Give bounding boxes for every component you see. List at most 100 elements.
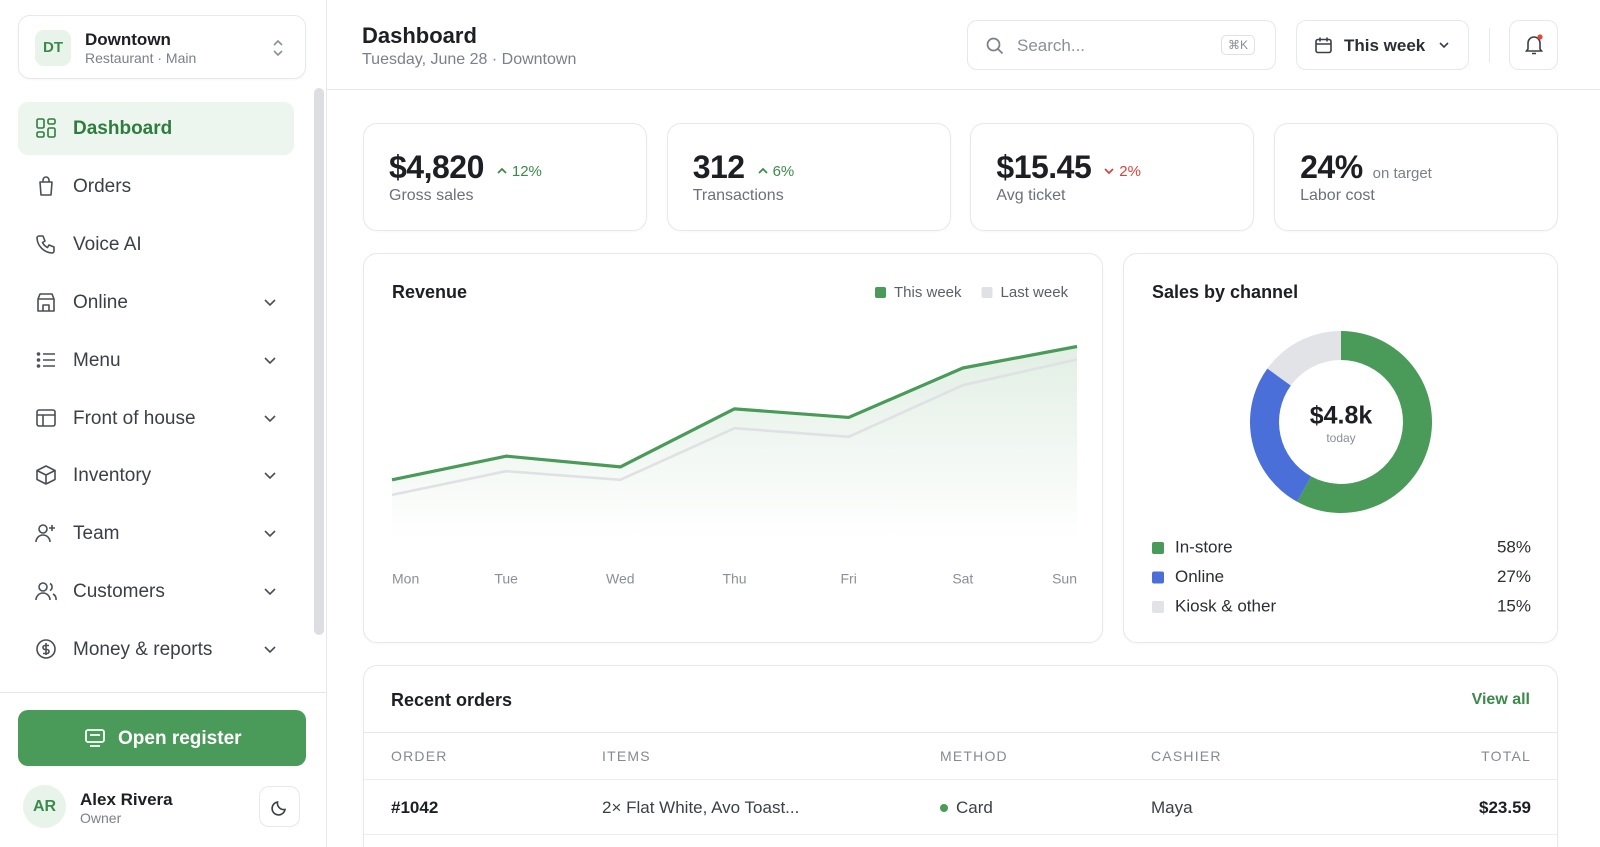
status-dot xyxy=(940,804,948,812)
area-fill xyxy=(392,346,1077,540)
nav-item[interactable]: Inventory xyxy=(18,449,294,502)
location-subtitle: Restaurant · Main xyxy=(85,50,197,66)
nav-icon xyxy=(35,582,57,601)
legend-label: Kiosk & other xyxy=(1175,596,1276,615)
donut-slice xyxy=(1297,331,1432,513)
kpi-card: 312 Transactions 6% xyxy=(666,123,951,231)
nav-label: Customers xyxy=(73,581,165,603)
moon-icon xyxy=(271,801,286,816)
table-cell: Card xyxy=(956,798,993,817)
nav-chevron xyxy=(264,588,276,596)
nav-item[interactable]: Dashboard xyxy=(18,102,294,155)
column-header: METHOD xyxy=(940,748,1008,764)
trend-arrow xyxy=(497,167,507,174)
location-switcher[interactable]: DT Downtown Restaurant · Main xyxy=(18,15,306,79)
register-label: Open register xyxy=(118,728,242,749)
location-avatar: DT xyxy=(35,30,71,66)
notifications-button[interactable] xyxy=(1509,20,1558,70)
range-label: This week xyxy=(1344,36,1426,55)
nav-item[interactable]: Customers xyxy=(18,565,294,618)
page-title: Dashboard xyxy=(362,23,477,48)
nav-label: Money & reports xyxy=(73,639,213,661)
line xyxy=(391,344,1078,482)
x-tick-label: Sun xyxy=(1052,571,1077,587)
column-header: TOTAL xyxy=(1481,748,1531,764)
nav-item[interactable]: Front of house xyxy=(18,392,294,445)
theme-toggle[interactable] xyxy=(259,786,300,827)
kpi-label: Transactions xyxy=(692,187,784,204)
nav-item[interactable]: Money & reports xyxy=(18,623,294,676)
trend-arrow xyxy=(1104,168,1114,175)
kpi-change: 6% xyxy=(772,163,795,180)
nav-label: Orders xyxy=(73,175,132,197)
nav-icon xyxy=(39,176,53,196)
nav-chevron xyxy=(264,299,276,306)
header: Dashboard Tuesday, June 28 · Downtown Se… xyxy=(327,0,1600,90)
revenue-card: Revenue Mon Tue Wed Thu Fri Sat Sun This week La… xyxy=(363,253,1103,643)
table-cell: $23.59 xyxy=(1479,798,1531,817)
column-header: ITEMS xyxy=(602,748,651,764)
page-subtitle: Tuesday, June 28 · Downtown xyxy=(362,51,577,68)
legend-value: 58% xyxy=(1497,537,1531,556)
range-picker[interactable]: This week xyxy=(1296,20,1469,70)
nav-item[interactable]: Menu xyxy=(18,334,294,387)
legend-swatch xyxy=(875,287,886,298)
legend-swatch xyxy=(1152,601,1164,613)
kpi-value: 312 xyxy=(692,149,745,185)
nav-icon xyxy=(35,524,55,543)
nav-label: Online xyxy=(73,291,128,313)
column-header: ORDER xyxy=(391,748,448,764)
nav-item[interactable]: Voice AI xyxy=(18,218,294,271)
channel-card: Sales by channel $4.8k today In-store 58%… xyxy=(1123,253,1558,643)
orders-title: Recent orders xyxy=(391,690,513,710)
nav-label: Voice AI xyxy=(73,233,142,255)
table-cell: #1042 xyxy=(391,798,439,817)
nav-label: Dashboard xyxy=(73,118,173,139)
search-placeholder: Search... xyxy=(1017,36,1086,55)
user-avatar: AR xyxy=(23,785,66,828)
kpi-value: $4,820 xyxy=(389,149,484,185)
nav-icon xyxy=(36,118,56,138)
kpi-label: Avg ticket xyxy=(996,187,1066,204)
revenue-chart: Revenue Mon Tue Wed Thu Fri Sat Sun This week La… xyxy=(391,282,1078,587)
search-box[interactable]: Search... ⌘K xyxy=(967,20,1276,70)
switch-icon xyxy=(273,39,283,57)
table-cell: 2× Flat White, Avo Toast... xyxy=(602,798,800,817)
x-tick-label: Fri xyxy=(841,571,857,587)
nav-icon xyxy=(37,292,55,312)
table-divider xyxy=(364,732,1557,733)
open-register-button[interactable]: Open register xyxy=(18,710,306,766)
bell-icon xyxy=(1524,34,1544,55)
legend-value: 15% xyxy=(1497,596,1531,615)
register-icon xyxy=(85,729,105,747)
header-separator xyxy=(1489,28,1490,62)
legend-label: Last week xyxy=(1001,284,1069,301)
donut-slice xyxy=(1250,368,1312,502)
nav-icon xyxy=(36,234,55,254)
kpi-card: $15.45 Avg ticket 2% xyxy=(970,123,1255,231)
calendar-icon xyxy=(1315,37,1332,54)
nav-item[interactable]: Online xyxy=(18,276,294,329)
nav-item[interactable]: Team xyxy=(18,507,294,560)
nav-icon xyxy=(36,639,56,659)
x-tick-label: Thu xyxy=(722,571,746,587)
legend-swatch xyxy=(981,287,993,298)
nav-icon xyxy=(36,465,56,486)
nav-item[interactable]: Orders xyxy=(18,160,294,213)
location-name: Downtown xyxy=(85,30,171,49)
legend-label: This week xyxy=(894,284,962,301)
x-tick-label: Wed xyxy=(606,571,635,587)
orders-card: Recent orders View all xyxy=(363,665,1558,847)
chart-title: Revenue xyxy=(392,282,467,302)
channel-chart: Sales by channel $4.8k today In-store 58%… xyxy=(1152,282,1531,615)
legend-label: Online xyxy=(1175,567,1224,586)
nav-chevron xyxy=(264,472,276,480)
nav-label: Team xyxy=(73,523,120,545)
view-all-link[interactable]: View all xyxy=(1471,691,1530,708)
table-cell: Maya xyxy=(1151,798,1193,817)
x-tick-label: Tue xyxy=(494,571,518,587)
table-divider xyxy=(364,834,1557,835)
search-icon xyxy=(986,37,1004,55)
nav-chevron xyxy=(264,530,276,538)
